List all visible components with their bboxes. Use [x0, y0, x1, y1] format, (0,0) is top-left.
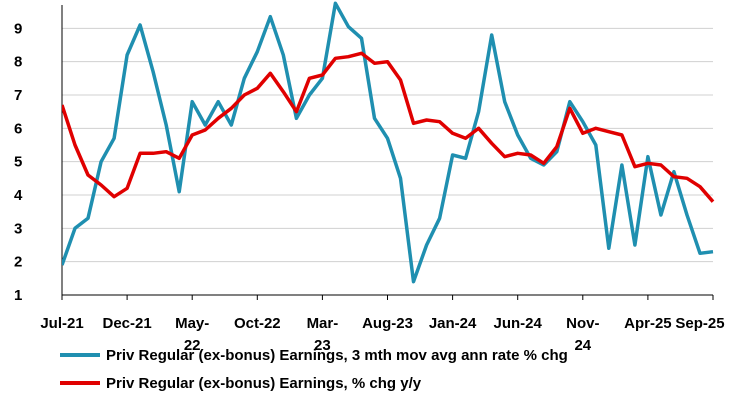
x-tick-label: Aug-23 [362, 315, 413, 332]
y-tick-label: 7 [14, 87, 22, 104]
x-tick-label: Jul-21 [40, 315, 83, 332]
legend-label: Priv Regular (ex-bonus) Earnings, % chg … [106, 375, 422, 392]
legend: Priv Regular (ex-bonus) Earnings, 3 mth … [60, 347, 568, 392]
series-line-3mth-ann-rate [62, 1, 714, 284]
series-line-yoy [62, 51, 715, 203]
x-tick-label: Apr-25 [624, 315, 672, 332]
y-tick-label: 5 [14, 154, 22, 171]
x-tick-label: Nov-24 [566, 315, 599, 354]
gridlines [62, 27, 713, 263]
x-tick-label: Jun-24 [494, 315, 543, 332]
y-tick-label: 8 [14, 54, 22, 71]
axes: 1 2 3 4 5 6 7 8 9 Jul-21 Dec-21 May-22 Oct-22 Mar-23 A… [14, 5, 725, 354]
y-tick-label: 9 [14, 20, 22, 37]
series-lines [62, 1, 715, 284]
y-tick-label: 6 [14, 120, 22, 137]
x-tick-label: Jan-24 [429, 315, 477, 332]
legend-label: Priv Regular (ex-bonus) Earnings, 3 mth … [106, 347, 568, 364]
x-tick-label: Oct-22 [234, 315, 281, 332]
y-tick-label: 1 [14, 287, 22, 304]
x-tick-label: Mar-23 [307, 315, 339, 354]
y-tick-label: 3 [14, 220, 22, 237]
x-tick-label: May-22 [175, 315, 209, 354]
y-tick-label: 4 [14, 187, 23, 204]
y-tick-label: 2 [14, 254, 22, 271]
x-tick-label: Dec-21 [102, 315, 151, 332]
x-tick-label: Sep-25 [675, 315, 724, 332]
